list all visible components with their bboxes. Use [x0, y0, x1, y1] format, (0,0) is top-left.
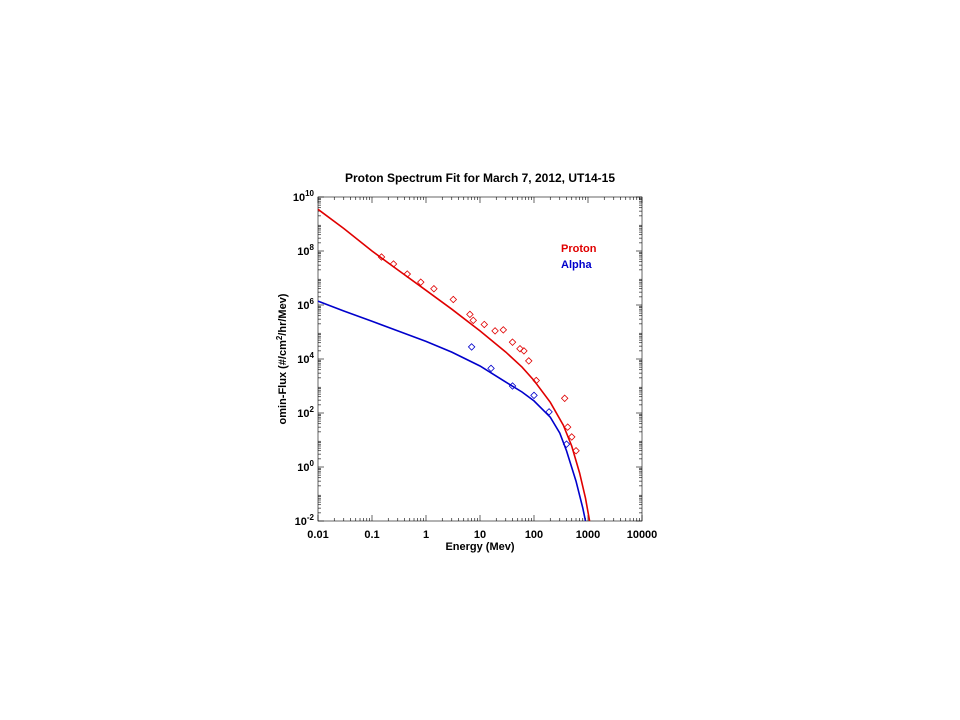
proton-data-point: [516, 344, 524, 353]
alpha-data-point: [545, 408, 553, 416]
proton-data-point: [560, 394, 569, 403]
proton-data-point: [469, 316, 478, 325]
proton-data-point: [572, 446, 580, 455]
y-tick-label: 106: [297, 297, 314, 312]
x-tick-label: 0.01: [307, 529, 328, 541]
proton-data-point: [377, 253, 386, 261]
y-axis-label-superscript: 2: [275, 335, 284, 340]
y-tick-label: 10-2: [295, 513, 315, 528]
series-layer: [317, 208, 591, 522]
alpha-data-point: [562, 440, 571, 448]
y-tick-label: 108: [297, 243, 314, 258]
y-tick-label: 102: [297, 405, 314, 420]
chart-title: Proton Spectrum Fit for March 7, 2012, U…: [345, 171, 615, 185]
proton-data-point: [491, 327, 499, 335]
x-tick-label: 10: [474, 529, 486, 541]
alpha-data-point: [487, 364, 495, 373]
x-tick-label: 100: [525, 529, 543, 541]
proton-data-point: [466, 310, 474, 319]
alpha-data-point: [530, 391, 538, 400]
proton-data-point: [417, 278, 425, 286]
alpha-data-point: [467, 343, 476, 351]
proton-data-point: [449, 295, 458, 304]
proton-data-point: [499, 326, 508, 334]
y-axis-label-part-1: omin-Flux (#/cm: [277, 340, 289, 425]
legend-proton: Proton: [561, 243, 597, 255]
x-tick-label: 1000: [576, 529, 600, 541]
alpha-data-point: [508, 382, 517, 390]
x-axis-label: Energy (Mev): [445, 541, 514, 553]
y-tick-label: 100: [297, 459, 314, 474]
proton-data-point: [403, 270, 412, 278]
y-tick-label: 104: [297, 351, 314, 366]
proton-data-point: [563, 423, 572, 431]
proton-fit-line: [317, 208, 591, 522]
proton-data-point: [480, 320, 489, 329]
proton-data-point: [508, 338, 517, 346]
proton-data-point: [430, 284, 438, 293]
legend: Proton Alpha: [561, 243, 597, 271]
alpha-fit-line: [317, 300, 587, 522]
y-tick-label: 1010: [293, 189, 315, 204]
proton-data-point: [525, 357, 533, 365]
legend-alpha: Alpha: [561, 259, 592, 271]
proton-data-point: [567, 433, 576, 441]
x-axis-ticks: 0.01 0.1 1 10 100 1000 10000: [307, 197, 657, 541]
y-axis-ticks: 10-2 100 102 104 106 108 1010: [293, 189, 642, 528]
y-axis-label: omin-Flux (#/cm2/hr/Mev): [275, 293, 289, 424]
proton-data-point: [532, 376, 541, 385]
x-tick-label: 0.1: [364, 529, 379, 541]
y-axis-label-part-2: /hr/Mev): [277, 293, 289, 336]
x-tick-label: 1: [423, 529, 429, 541]
x-tick-label: 10000: [627, 529, 658, 541]
proton-data-point: [389, 260, 398, 268]
proton-data-point: [520, 347, 528, 355]
